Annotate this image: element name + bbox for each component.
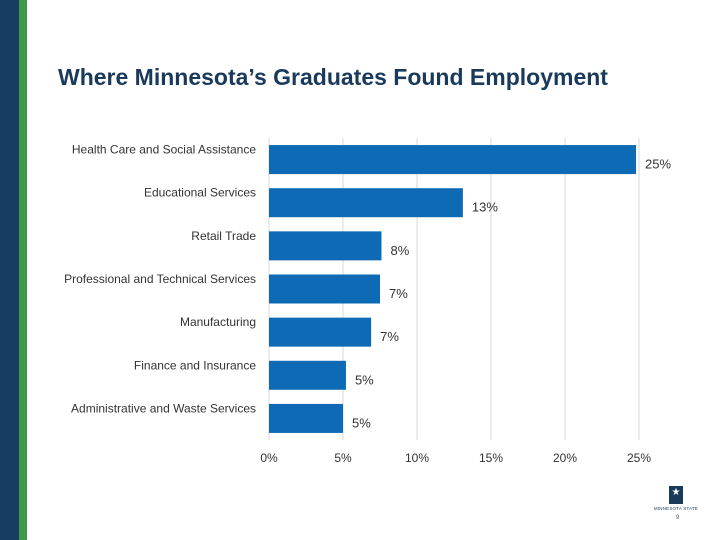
bar bbox=[269, 274, 380, 304]
category-label: Retail Trade bbox=[191, 229, 256, 243]
data-label: 7% bbox=[389, 286, 408, 301]
data-label: 7% bbox=[380, 329, 399, 344]
star-icon: ★ bbox=[669, 486, 683, 504]
logo-text: MINNESOTA STATE bbox=[653, 506, 699, 511]
x-tick-label: 10% bbox=[405, 451, 429, 465]
category-label: Manufacturing bbox=[180, 315, 256, 329]
data-label: 13% bbox=[472, 200, 498, 215]
side-accent-green bbox=[19, 0, 27, 540]
bar bbox=[269, 317, 372, 347]
minnesota-state-logo: ★ MINNESOTA STATE bbox=[646, 486, 706, 511]
x-tick-label: 20% bbox=[553, 451, 577, 465]
data-label: 5% bbox=[355, 372, 374, 387]
category-label: Health Care and Social Assistance bbox=[72, 143, 256, 157]
bar bbox=[269, 360, 346, 390]
x-tick-label: 0% bbox=[260, 451, 278, 465]
category-label: Educational Services bbox=[144, 186, 256, 200]
bar bbox=[269, 145, 637, 175]
slide-title: Where Minnesota’s Graduates Found Employ… bbox=[58, 64, 608, 90]
category-label: Administrative and Waste Services bbox=[71, 401, 256, 415]
side-accent-navy bbox=[0, 0, 19, 540]
bar bbox=[269, 403, 343, 433]
bar bbox=[269, 231, 382, 261]
bar bbox=[269, 188, 463, 218]
x-tick-label: 15% bbox=[479, 451, 503, 465]
category-label: Professional and Technical Services bbox=[64, 272, 256, 286]
data-label: 25% bbox=[645, 157, 671, 172]
x-tick-label: 25% bbox=[627, 451, 651, 465]
data-label: 5% bbox=[352, 415, 371, 430]
data-label: 8% bbox=[390, 243, 409, 258]
x-tick-label: 5% bbox=[334, 451, 352, 465]
category-label: Finance and Insurance bbox=[134, 358, 256, 372]
page-number: 9 bbox=[676, 515, 680, 521]
